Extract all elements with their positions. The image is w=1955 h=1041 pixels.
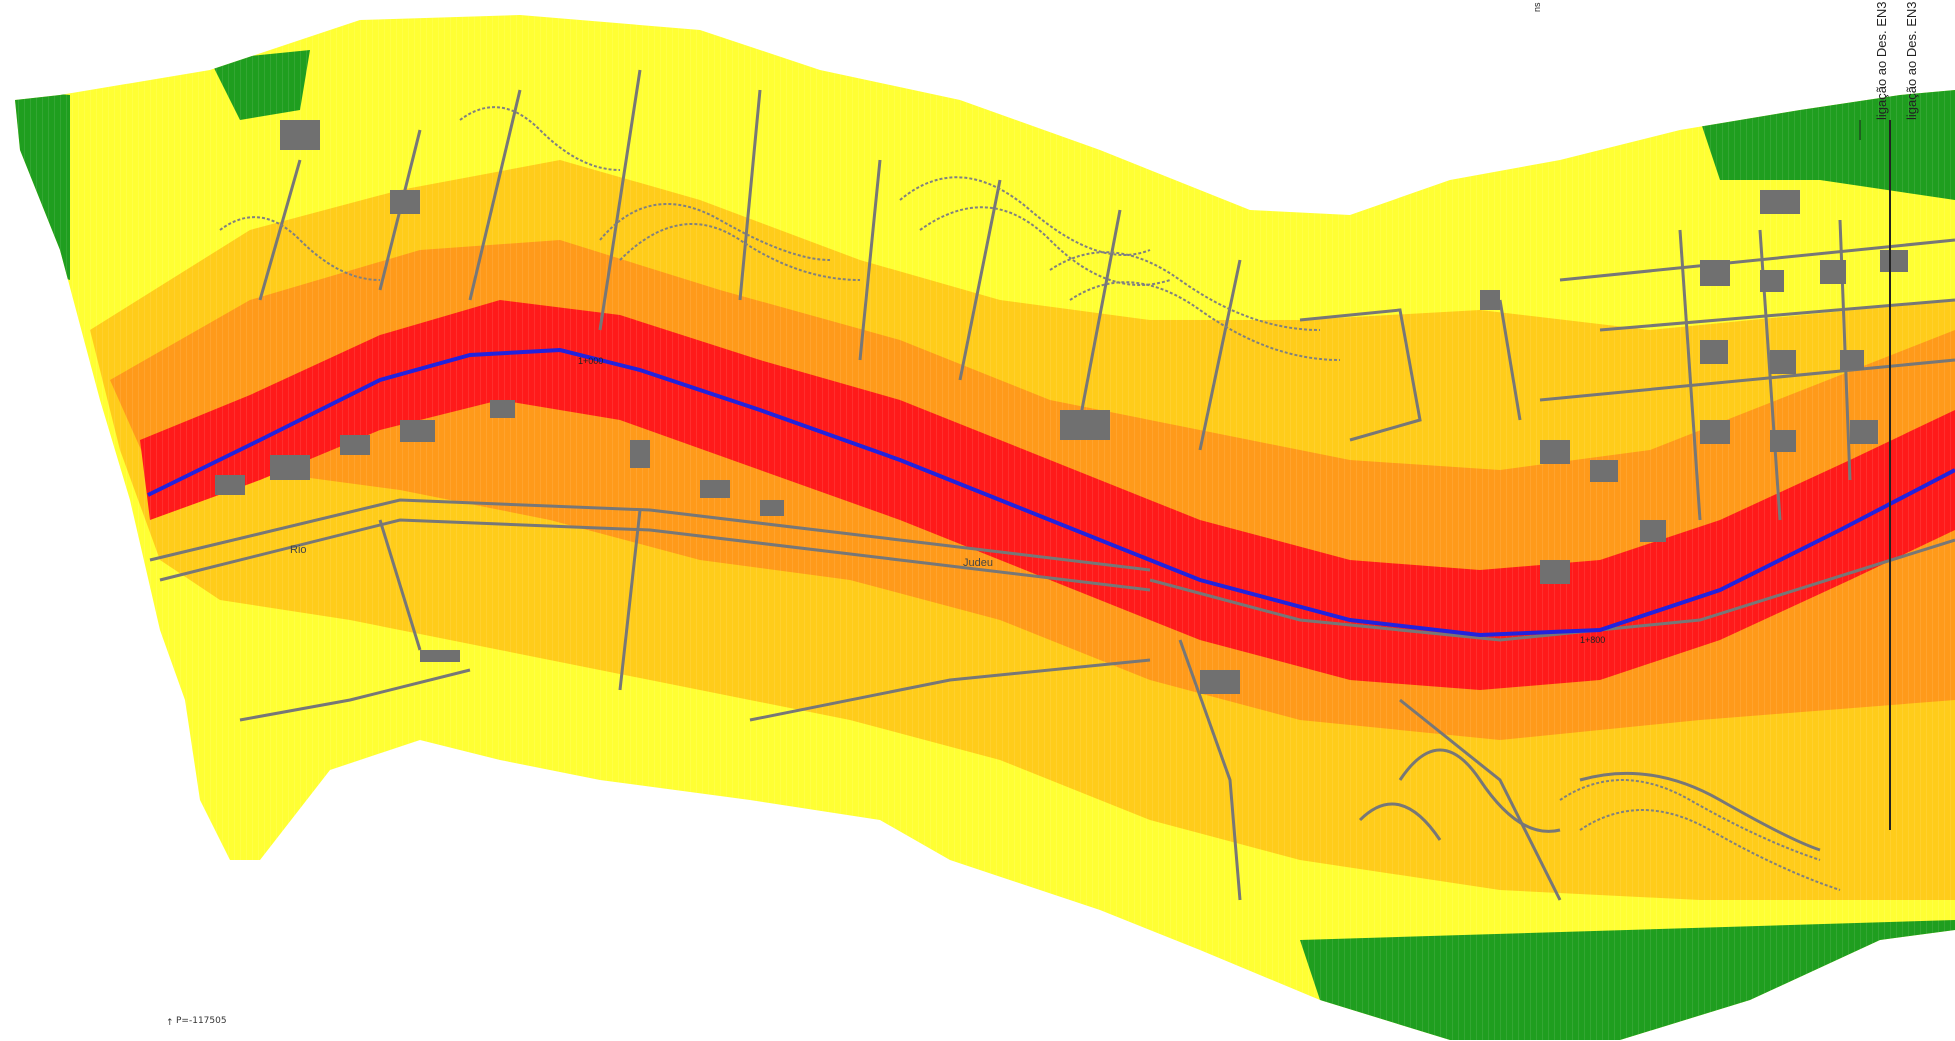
chainage-label: 1+800 xyxy=(1580,635,1605,645)
coordinate-readout: P=-117505 xyxy=(176,1016,227,1026)
road-axis xyxy=(147,347,1955,638)
street-label: Judeu xyxy=(963,557,993,569)
sidebar-title-2: ligação ao Des. EN3 xyxy=(1904,1,1919,120)
chainage-label: 1+000 xyxy=(578,356,603,366)
contour-lines xyxy=(219,106,1841,891)
north-arrow-icon: ↑ xyxy=(166,1018,174,1028)
street-label: Rio xyxy=(290,544,307,556)
sidebar-title-1: ligação ao Des. EN3 xyxy=(1874,1,1889,120)
street-network xyxy=(149,69,1955,901)
top-mark: ns xyxy=(1532,2,1542,12)
buildings xyxy=(215,120,1908,694)
